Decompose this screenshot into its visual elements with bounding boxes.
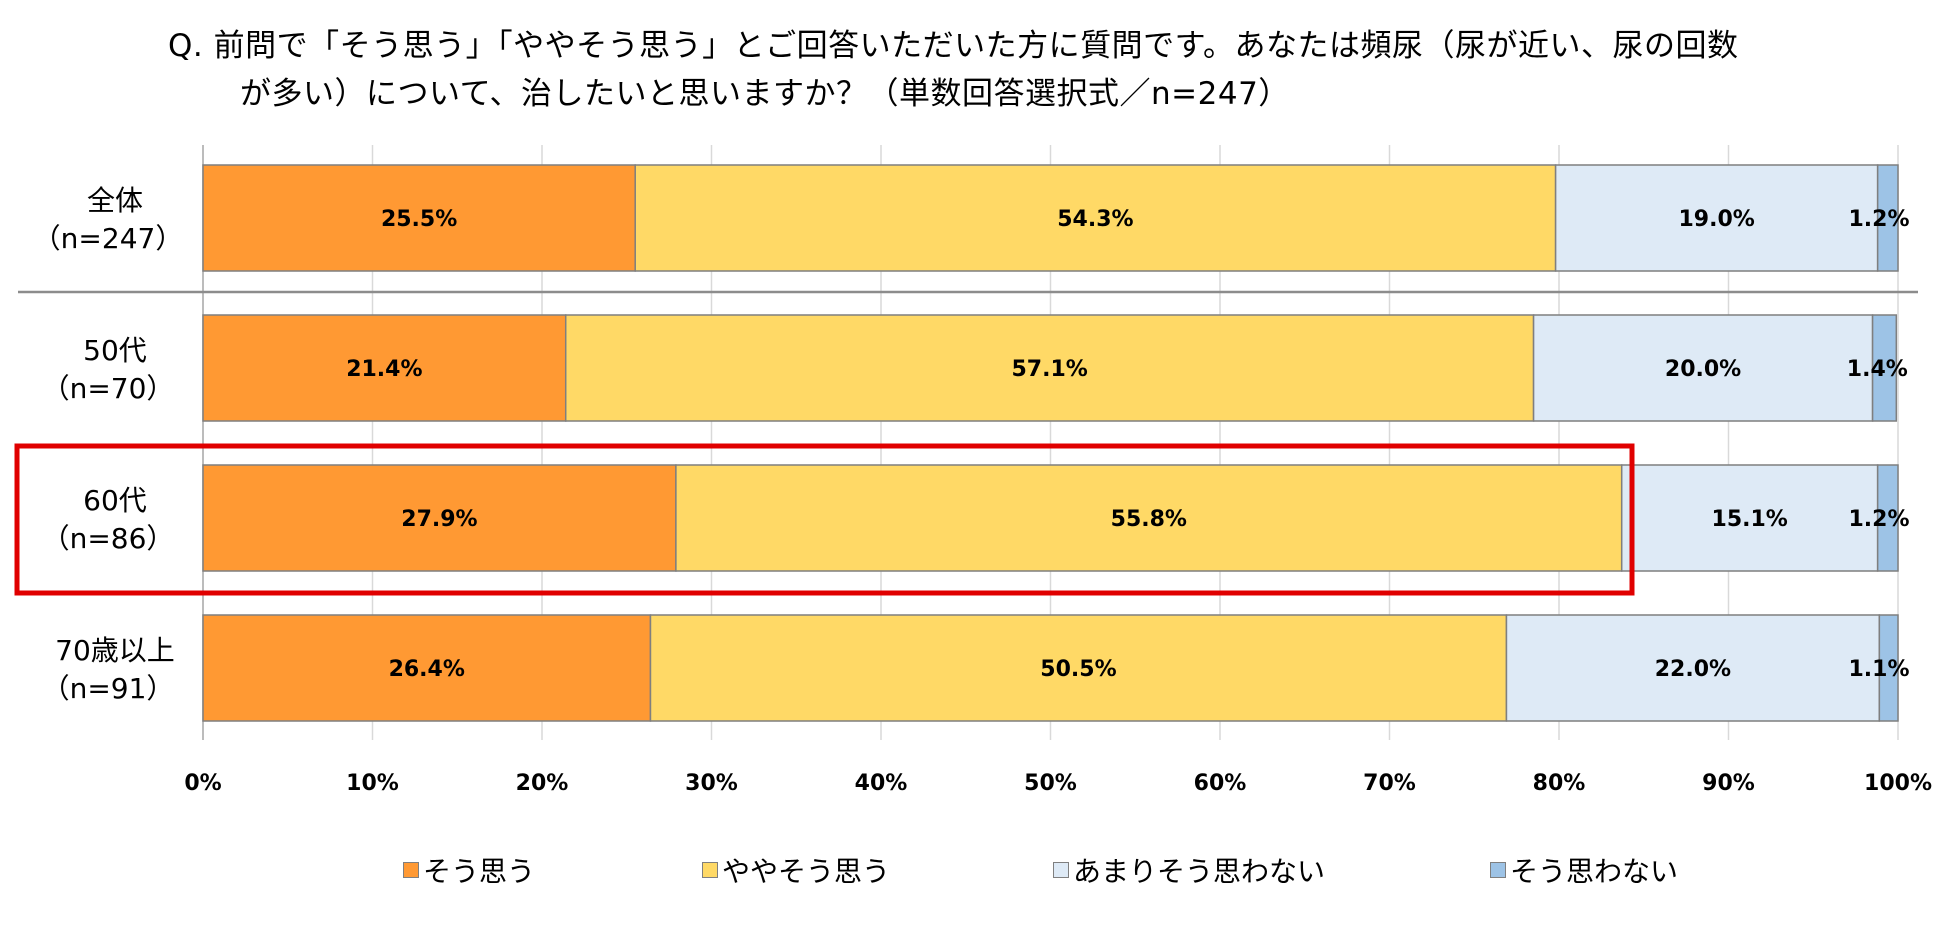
data-label: 15.1% bbox=[1712, 507, 1788, 532]
data-label: 27.9% bbox=[401, 507, 477, 532]
tick-label: 60% bbox=[1194, 771, 1247, 796]
bar-segment bbox=[675, 464, 1623, 572]
tick-label: 80% bbox=[1533, 771, 1586, 796]
legend-swatch bbox=[403, 862, 419, 878]
legend-item: ややそう思う bbox=[702, 850, 890, 890]
stacked-bar-chart: 25.5% 54.3% 19.0% 1.2% 21.4% 57.1% 20.0% 1.4% 27… bbox=[14, 145, 1932, 796]
category-sample-size: （n=70） bbox=[42, 372, 175, 405]
bar-segment bbox=[1878, 614, 1899, 722]
bar-segment bbox=[1554, 164, 1879, 272]
tick-label: 70% bbox=[1363, 771, 1416, 796]
data-label: 1.2% bbox=[1848, 507, 1909, 532]
tick-label: 0% bbox=[184, 771, 221, 796]
bar-segment bbox=[1871, 314, 1898, 422]
legend-label: そう思う bbox=[423, 855, 536, 888]
bar-segment bbox=[202, 164, 636, 272]
data-label: 26.4% bbox=[389, 657, 465, 682]
chart-title-line2: が多い）について、治したいと思いますか？（単数回答選択式／n=247） bbox=[240, 76, 1290, 112]
category-label: 60代 bbox=[83, 484, 147, 517]
data-label: 25.5% bbox=[381, 207, 457, 232]
tick-label: 100% bbox=[1864, 771, 1932, 796]
tick-label: 40% bbox=[855, 771, 908, 796]
legend-label: ややそう思う bbox=[722, 855, 891, 888]
bar-segment bbox=[202, 464, 677, 572]
bar-segment bbox=[649, 614, 1508, 722]
x-axis-ticks: 0% 10% 20% 30% 40% 50% 60% 70% 80% 90% 100% bbox=[184, 771, 1932, 796]
data-label: 21.4% bbox=[346, 357, 422, 382]
category-sample-size: （n=86） bbox=[42, 522, 175, 555]
bar-segment bbox=[202, 614, 652, 722]
legend-swatch bbox=[1053, 862, 1069, 878]
tick-label: 30% bbox=[685, 771, 738, 796]
legend-swatch bbox=[702, 862, 718, 878]
bar-segment bbox=[1532, 314, 1874, 422]
bar-segment bbox=[202, 314, 567, 422]
legend-item: そう思わない bbox=[1490, 850, 1678, 890]
legend: そう思う ややそう思う あまりそう思わない そう思わない bbox=[0, 850, 1950, 890]
legend-item: あまりそう思わない bbox=[1053, 850, 1325, 890]
chart-title: Q. 前問で「そう思う」「ややそう思う」とご回答いただいた方に質問です。あなたは… bbox=[168, 22, 1868, 118]
bar-segment bbox=[1876, 164, 1899, 272]
category-sample-size: （n=91） bbox=[42, 672, 175, 705]
annotations bbox=[14, 443, 1635, 596]
category-label: 全体 bbox=[87, 184, 143, 217]
bars: 25.5% 54.3% 19.0% 1.2% 21.4% 57.1% 20.0% 1.4% 27… bbox=[202, 164, 1910, 722]
tick-label: 90% bbox=[1702, 771, 1755, 796]
bar-segment bbox=[1505, 614, 1881, 722]
bar-segment bbox=[1620, 464, 1879, 572]
legend-label: あまりそう思わない bbox=[1073, 855, 1326, 888]
legend-label: そう思わない bbox=[1510, 855, 1679, 888]
data-label: 1.1% bbox=[1848, 657, 1909, 682]
data-label: 50.5% bbox=[1040, 657, 1116, 682]
tick-label: 10% bbox=[346, 771, 399, 796]
data-label: 55.8% bbox=[1111, 507, 1187, 532]
tick-label: 50% bbox=[1024, 771, 1077, 796]
category-label: 70歳以上 bbox=[55, 634, 175, 667]
data-label: 54.3% bbox=[1057, 207, 1133, 232]
data-label: 22.0% bbox=[1655, 657, 1731, 682]
data-label: 57.1% bbox=[1011, 357, 1087, 382]
bar-segment bbox=[634, 164, 1557, 272]
legend-item: そう思う bbox=[403, 850, 535, 890]
data-label: 1.4% bbox=[1847, 357, 1908, 382]
tick-label: 20% bbox=[516, 771, 569, 796]
data-label: 19.0% bbox=[1678, 207, 1754, 232]
chart-title-line1: Q. 前問で「そう思う」「ややそう思う」とご回答いただいた方に質問です。あなたは… bbox=[168, 28, 1739, 64]
data-label: 1.2% bbox=[1848, 207, 1909, 232]
category-sample-size: （n=247） bbox=[33, 222, 184, 255]
bar-segment bbox=[564, 314, 1535, 422]
category-label: 50代 bbox=[83, 334, 147, 367]
legend-swatch bbox=[1490, 862, 1506, 878]
category-labels: 全体 （n=247） 50代 （n=70） 60代 （n=86） 70歳以上 （n=91） bbox=[33, 184, 184, 705]
bar-segment bbox=[1876, 464, 1899, 572]
data-label: 20.0% bbox=[1665, 357, 1741, 382]
highlight-box bbox=[14, 443, 1635, 596]
